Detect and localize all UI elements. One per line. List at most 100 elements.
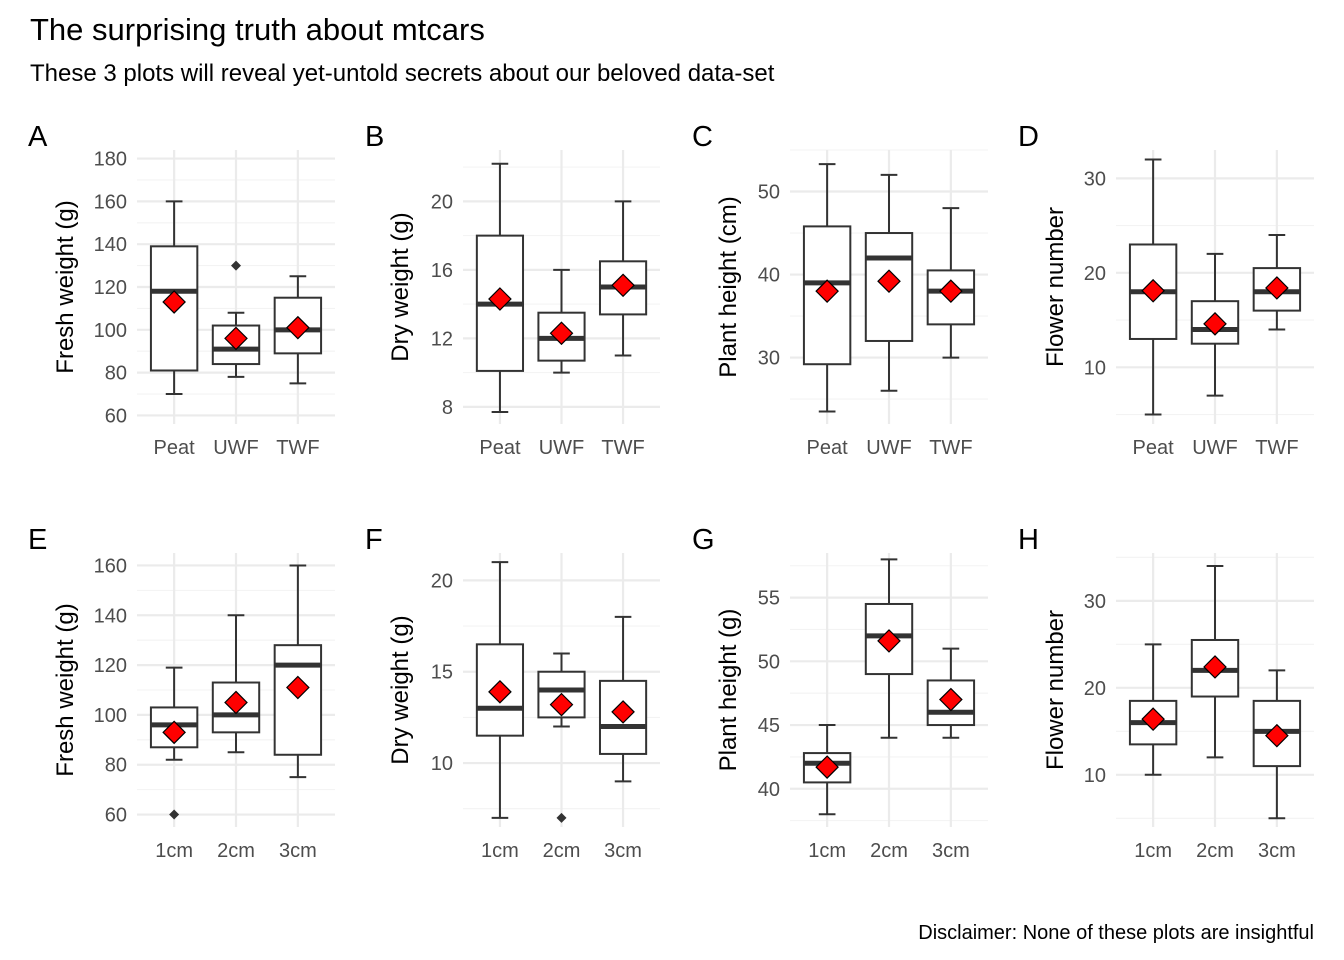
y-tick-label: 50 <box>758 182 780 204</box>
page-title: The surprising truth about mtcars <box>30 12 485 47</box>
x-tick-label: TWF <box>929 437 972 459</box>
box-uwf <box>864 173 914 392</box>
mean-point <box>1203 311 1227 336</box>
x-tick-label: UWF <box>213 437 259 459</box>
y-tick-label: 80 <box>105 363 127 385</box>
box-peat <box>149 200 199 396</box>
y-tick-label: 30 <box>758 348 780 370</box>
panel-tag: C <box>692 121 713 153</box>
x-tick-label: Peat <box>1133 437 1175 459</box>
mean-point <box>1265 723 1289 748</box>
panel-tag: G <box>692 524 715 556</box>
y-axis-title: Plant height (cm) <box>715 196 742 377</box>
box-3cm <box>273 564 323 779</box>
caption: Disclaimer: None of these plots are insi… <box>918 922 1314 944</box>
y-tick-label: 10 <box>1084 765 1106 787</box>
y-tick-label: 20 <box>1084 678 1106 700</box>
mean-point <box>611 700 635 724</box>
y-tick-label: 100 <box>94 705 127 727</box>
panel-tag: D <box>1018 121 1039 153</box>
mean-point <box>815 755 839 779</box>
mean-point <box>939 279 963 304</box>
y-tick-label: 140 <box>94 234 127 256</box>
panel-a: 60 80 100 120 140 160 180 Peat UWF TWF Fresh weigh… <box>28 121 335 459</box>
mean-point <box>224 326 248 351</box>
y-tick-label: 40 <box>758 265 780 287</box>
y-tick-label: 60 <box>105 405 127 427</box>
y-tick-label: 20 <box>431 570 453 592</box>
y-tick-label: 15 <box>431 662 453 684</box>
mean-point <box>1203 655 1227 679</box>
panel-e: 60 80 100 120 140 160 1cm 2cm 3cm Fresh weight (g… <box>28 524 335 862</box>
panel-tag: E <box>28 524 47 556</box>
iqr-box <box>864 602 914 676</box>
x-tick-label: 1cm <box>808 840 846 862</box>
box-uwf <box>537 268 586 374</box>
mean-point <box>877 629 901 653</box>
x-tick-label: 2cm <box>543 840 581 862</box>
box-2cm <box>211 614 261 754</box>
mean-point <box>224 690 248 715</box>
y-tick-label: 40 <box>758 779 780 801</box>
y-tick-label: 55 <box>758 588 780 610</box>
y-tick-label: 10 <box>1084 357 1106 379</box>
mean-point <box>162 290 186 314</box>
y-tick-label: 16 <box>431 260 453 282</box>
mean-point <box>611 273 635 298</box>
box-twf <box>926 207 976 359</box>
box-twf <box>273 275 323 385</box>
box-1cm <box>802 724 852 816</box>
mean-point <box>877 269 901 294</box>
panel-c: 30 40 50 Peat UWF TWF Plant height (cm) C <box>692 121 988 459</box>
y-tick-label: 20 <box>431 191 453 213</box>
x-tick-label: 1cm <box>155 840 193 862</box>
y-tick-label: 120 <box>94 655 127 677</box>
box-uwf <box>211 260 261 378</box>
x-tick-label: Peat <box>154 437 196 459</box>
mean-point <box>939 687 963 712</box>
x-tick-label: UWF <box>866 437 912 459</box>
x-tick-label: 1cm <box>1134 840 1172 862</box>
x-tick-label: TWF <box>276 437 319 459</box>
mean-point <box>488 679 512 704</box>
x-tick-label: TWF <box>1255 437 1298 459</box>
x-tick-label: UWF <box>1192 437 1238 459</box>
x-tick-label: 2cm <box>870 840 908 862</box>
y-tick-label: 45 <box>758 715 780 737</box>
y-axis-title: Dry weight (g) <box>387 212 414 361</box>
outlier-point <box>556 812 567 823</box>
box-3cm <box>1252 669 1302 820</box>
y-tick-label: 100 <box>94 320 127 342</box>
y-tick-label: 80 <box>105 755 127 777</box>
y-axis-title: Plant height (g) <box>715 609 742 772</box>
y-tick-label: 30 <box>1084 168 1106 190</box>
mean-point <box>286 675 310 700</box>
outlier-point <box>231 260 241 271</box>
y-axis-title: Fresh weight (g) <box>52 200 79 373</box>
box-peat <box>475 162 525 414</box>
box-1cm <box>1128 643 1178 776</box>
y-tick-label: 160 <box>94 191 127 213</box>
box-1cm <box>475 561 525 819</box>
box-uwf <box>1190 252 1240 397</box>
y-tick-label: 10 <box>431 753 453 775</box>
box-peat <box>802 163 852 413</box>
panel-d: 10 20 30 Peat UWF TWF Flower number D <box>1018 121 1314 459</box>
box-3cm <box>926 647 976 739</box>
x-tick-label: Peat <box>479 437 521 459</box>
box-twf <box>1252 234 1302 331</box>
panel-tag: F <box>365 524 383 556</box>
x-tick-label: 3cm <box>1258 840 1296 862</box>
box-2cm <box>1190 565 1240 759</box>
mean-point <box>162 720 186 745</box>
mean-point <box>1141 707 1165 731</box>
box-2cm <box>864 558 914 739</box>
panel-h: 10 20 30 1cm 2cm 3cm Flower number H <box>1018 524 1314 862</box>
panel-g: 40 45 50 55 1cm 2cm 3cm Plant height (g) G <box>692 524 988 862</box>
box-1cm <box>149 666 199 820</box>
panel-f: 10 15 20 1cm 2cm 3cm Dry weight (g) F <box>365 524 660 862</box>
mean-point <box>1265 276 1289 300</box>
mean-point <box>549 321 574 346</box>
box-3cm <box>598 615 648 783</box>
